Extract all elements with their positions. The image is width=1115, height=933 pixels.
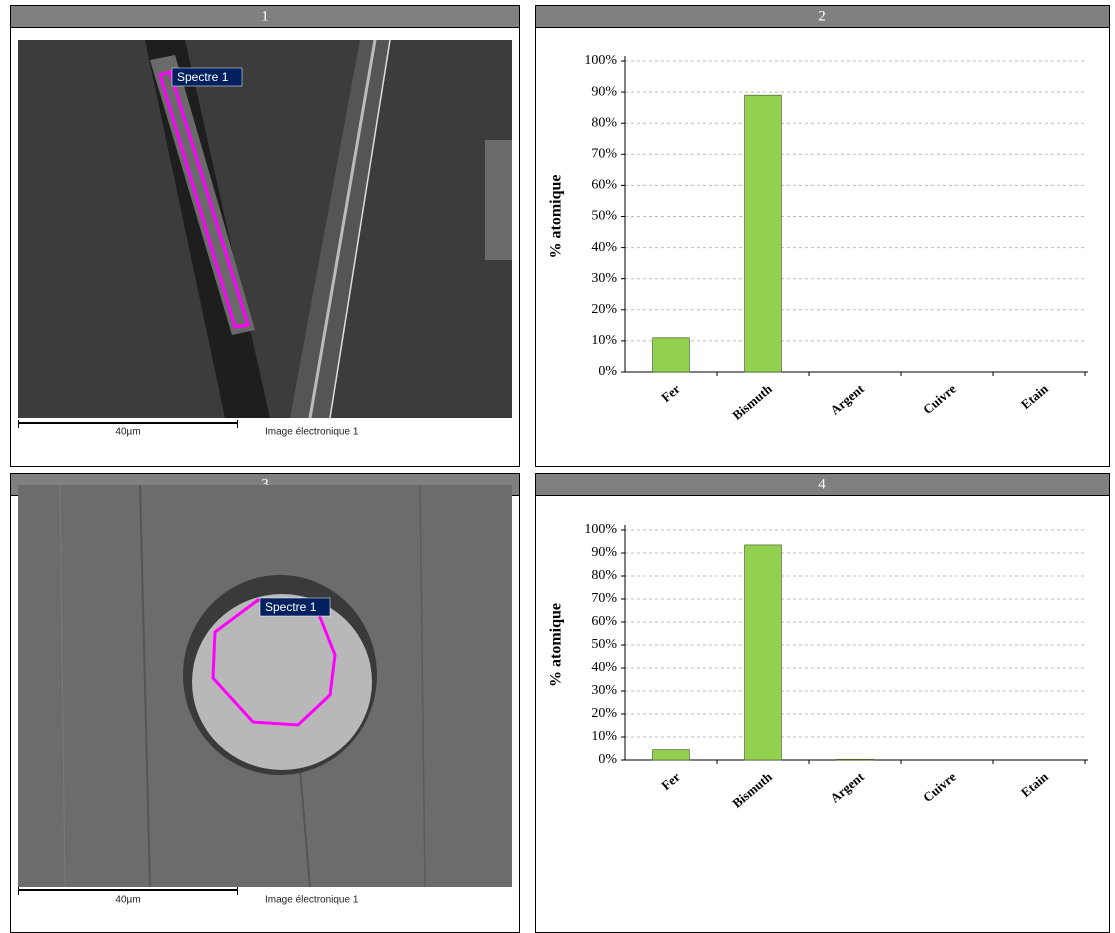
bar	[744, 544, 782, 761]
bar	[744, 94, 782, 373]
panel-label: 3	[261, 476, 269, 492]
scale-bar-label: 40µm	[115, 427, 140, 438]
y-tick-label: 0%	[598, 752, 617, 767]
x-tick-label: Fer	[658, 769, 683, 793]
y-tick-label: 50%	[591, 637, 617, 652]
y-tick-label: 60%	[591, 614, 617, 629]
bar	[652, 749, 690, 761]
spectrum-label: Spectre 1	[265, 600, 317, 614]
scale-bar-label: 40µm	[115, 895, 140, 906]
y-tick-label: 100%	[584, 522, 617, 537]
y-tick-label: 30%	[591, 271, 617, 286]
x-tick-label: Bismuth	[729, 381, 775, 423]
image-caption: Image électronique 1	[265, 895, 359, 906]
y-tick-label: 20%	[591, 302, 617, 317]
x-tick-label: Cuivre	[920, 381, 959, 417]
y-tick-label: 10%	[591, 333, 617, 348]
y-tick-label: 90%	[591, 84, 617, 99]
y-tick-label: 0%	[598, 364, 617, 379]
y-tick-label: 90%	[591, 545, 617, 560]
bar	[836, 758, 874, 761]
panel-label: 4	[818, 476, 826, 492]
sem-image: Spectre 1 40µm Image électronique 1	[18, 484, 512, 906]
y-tick-label: 40%	[591, 660, 617, 675]
y-tick-label: 80%	[591, 568, 617, 583]
y-tick-label: 70%	[591, 147, 617, 162]
y-tick-label: 50%	[591, 209, 617, 224]
x-tick-label: Etain	[1018, 381, 1051, 412]
panel-label: 2	[818, 8, 826, 24]
x-tick-label: Bismuth	[729, 769, 775, 811]
y-tick-label: 20%	[591, 706, 617, 721]
y-axis-label: % atomique	[548, 175, 565, 259]
spectrum-label: Spectre 1	[177, 70, 229, 84]
x-tick-label: Etain	[1018, 769, 1051, 800]
y-tick-label: 70%	[591, 591, 617, 606]
panel-label: 1	[261, 8, 269, 24]
y-tick-label: 10%	[591, 729, 617, 744]
y-tick-label: 30%	[591, 683, 617, 698]
x-tick-label: Fer	[658, 381, 683, 405]
y-axis-label: % atomique	[548, 603, 565, 687]
x-tick-label: Cuivre	[920, 769, 959, 805]
sem-image: Spectre 1 40µm Image électronique 1	[18, 39, 512, 438]
y-tick-label: 100%	[584, 53, 617, 68]
bar	[652, 337, 690, 373]
y-tick-label: 60%	[591, 178, 617, 193]
x-tick-label: Argent	[827, 381, 867, 418]
y-tick-label: 40%	[591, 240, 617, 255]
image-caption: Image électronique 1	[265, 427, 359, 438]
y-tick-label: 80%	[591, 115, 617, 130]
x-tick-label: Argent	[827, 769, 867, 806]
